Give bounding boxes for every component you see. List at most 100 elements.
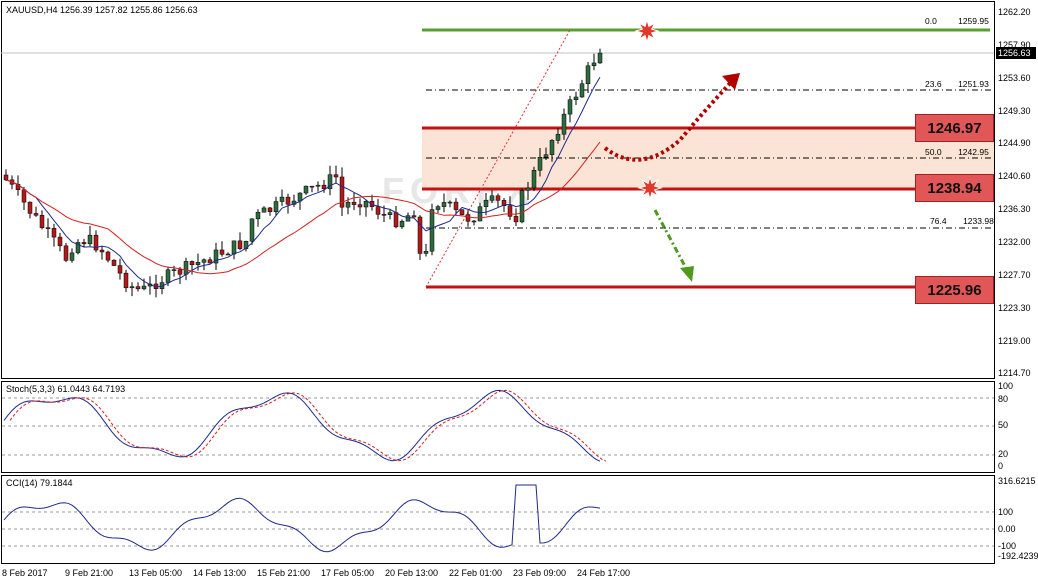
candle-body — [231, 240, 237, 255]
time-tick: 20 Feb 13:00 — [385, 568, 439, 578]
stochastic-panel[interactable]: Stoch(5,3,3) 61.0443 64.7193 — [1, 381, 995, 473]
candle-body — [375, 206, 381, 215]
candle-body — [183, 261, 189, 275]
candle-body — [411, 215, 417, 218]
candle-body — [87, 234, 93, 245]
time-tick: 17 Feb 05:00 — [321, 568, 375, 578]
candle-body — [177, 269, 183, 275]
price-tick: 1214.70 — [998, 368, 1031, 378]
stoch-tick: 50 — [998, 420, 1009, 430]
stochastic-label: Stoch(5,3,3) 61.0443 64.7193 — [6, 384, 126, 394]
candle-body — [507, 205, 513, 217]
candle-body — [549, 140, 555, 155]
candle-body — [369, 200, 375, 207]
candle-body — [579, 83, 585, 98]
price-tick: 1249.30 — [998, 106, 1031, 116]
candle-body — [63, 245, 69, 261]
stoch-tick: 80 — [998, 394, 1009, 404]
candle-body — [525, 187, 531, 191]
candle-body — [327, 174, 333, 189]
price-tick: 1236.30 — [998, 204, 1031, 214]
stochastic-axis: 100 80 50 20 0 — [995, 381, 1038, 473]
candle-body — [135, 286, 141, 290]
candle-body — [3, 174, 9, 181]
candle-body — [321, 184, 327, 189]
price-tick: 1232.00 — [998, 237, 1031, 247]
candle-body — [249, 218, 255, 242]
fast-moving-average — [5, 76, 601, 288]
price-tick: 1253.60 — [998, 73, 1031, 83]
candle-body — [363, 200, 369, 208]
cci-axis: 316.6215 100 0.00 -100 -192.4239 — [995, 475, 1038, 564]
candle-body — [519, 190, 525, 223]
resistance-level-box: 1246.97 — [915, 114, 994, 142]
candle-body — [513, 216, 519, 223]
fib-764-label: 76.4 1233.98 — [930, 216, 994, 226]
time-tick: 8 Feb 2017 — [2, 568, 48, 578]
price-axis: 1262.20 1257.90 1253.60 1249.30 1244.90 … — [995, 1, 1038, 379]
candle-body — [225, 253, 231, 256]
candle-body — [351, 201, 357, 205]
bearish-arrowhead — [680, 266, 694, 282]
candle-body — [129, 286, 135, 289]
candle-body — [141, 285, 147, 290]
candle-body — [393, 212, 399, 228]
cci-tick: 100 — [998, 507, 1014, 517]
candle-body — [465, 214, 471, 222]
candle-body — [585, 65, 591, 84]
price-tick: 1262.20 — [998, 7, 1031, 17]
candle-body — [201, 259, 207, 263]
candle-body — [195, 262, 201, 266]
candle-body — [105, 251, 111, 261]
candle-body — [69, 252, 75, 261]
candle-body — [303, 185, 309, 194]
slow-moving-average — [5, 141, 601, 275]
candle-body — [297, 192, 303, 202]
stoch-tick: 20 — [998, 449, 1009, 459]
time-tick: 22 Feb 01:00 — [449, 568, 503, 578]
candle-body — [123, 272, 129, 289]
candle-body — [165, 269, 171, 283]
candle-body — [441, 202, 447, 207]
stoch-tick: 100 — [998, 381, 1014, 391]
candle-body — [345, 201, 351, 208]
candle-body — [27, 201, 33, 214]
candle-body — [117, 265, 123, 274]
candle-body — [99, 249, 105, 253]
fib-50-label: 50.0 1242.95 — [925, 147, 989, 157]
fib-236-label: 23.6 1251.93 — [925, 79, 989, 89]
resistance-hit-marker — [634, 18, 660, 44]
candle-body — [471, 220, 477, 223]
candle-body — [279, 196, 285, 202]
pivot-level-box: 1238.94 — [915, 174, 994, 202]
candle-body — [483, 200, 489, 207]
cci-tick: 0.00 — [998, 524, 1016, 534]
candle-body — [417, 216, 423, 254]
candle-body — [453, 201, 459, 210]
candle-body — [237, 240, 243, 249]
candle-body — [51, 228, 57, 238]
candle-body — [555, 134, 561, 141]
time-tick: 24 Feb 17:00 — [577, 568, 631, 578]
price-tick: 1227.70 — [998, 270, 1031, 280]
candle-body — [45, 227, 51, 229]
pivot-hit-marker — [637, 175, 663, 201]
candle-body — [381, 214, 387, 216]
current-price-tag: 1256.63 — [996, 47, 1036, 59]
candle-body — [489, 195, 495, 201]
candle-body — [267, 207, 273, 212]
candle-body — [315, 184, 321, 187]
bearish-arrow — [653, 209, 690, 273]
cci-label: CCI(14) 79.1844 — [6, 478, 73, 488]
candle-body — [501, 200, 507, 206]
candle-body — [477, 206, 483, 222]
candle-body — [537, 156, 543, 171]
cci-panel[interactable]: CCI(14) 79.1844 — [1, 475, 995, 564]
time-axis: 8 Feb 2017 9 Feb 21:00 13 Feb 05:00 14 F… — [0, 566, 995, 582]
candle-body — [309, 185, 315, 188]
candle-body — [597, 52, 603, 64]
bullish-arrowhead — [722, 73, 740, 90]
candle-body — [405, 215, 411, 222]
candle-body — [561, 113, 567, 135]
candle-body — [261, 207, 267, 213]
